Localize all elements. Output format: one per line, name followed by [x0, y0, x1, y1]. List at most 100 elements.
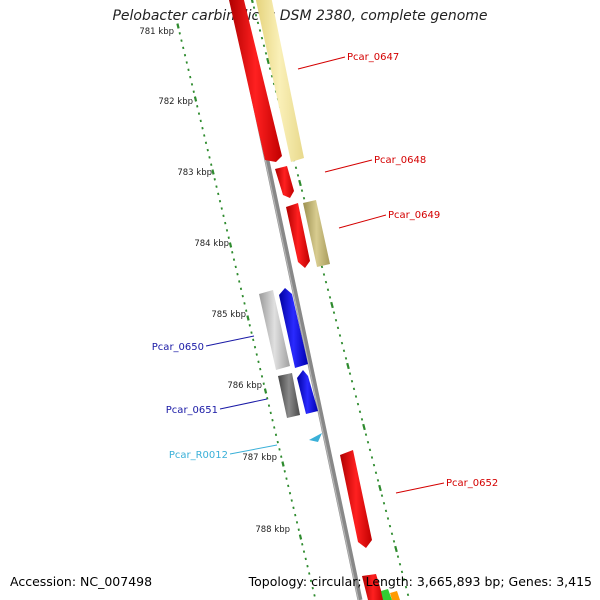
ruler-minor-tick [271, 418, 274, 422]
ruler-minor-tick [396, 555, 400, 558]
ruler-minor-tick [332, 311, 336, 314]
ruler-minor-tick [294, 513, 297, 517]
ruler-minor-tick [190, 83, 194, 86]
ruler-minor-tick [296, 174, 300, 177]
ruler-minor-tick [276, 440, 279, 444]
ruler-minor-tick [241, 294, 244, 298]
ruler-minor-tick [201, 126, 204, 130]
gene-label-pcar-0648[interactable]: Pcar_0648 [374, 155, 426, 166]
ruler-minor-tick [294, 166, 298, 170]
ruler-minor-tick [206, 148, 209, 152]
ruler-major-tick [362, 423, 366, 431]
gene-feature-pcar-0647[interactable] [229, 0, 282, 162]
ruler-major-tick [394, 545, 398, 553]
ruler-minor-tick [187, 68, 190, 72]
ruler-minor-tick [386, 517, 390, 520]
ruler-minor-tick [210, 163, 213, 166]
ruler-major-tick [298, 179, 302, 187]
gene-label-pcar-0649[interactable]: Pcar_0649 [388, 210, 440, 221]
ruler-minor-tick [180, 39, 183, 42]
ruler-minor-tick [248, 324, 251, 327]
ruler-major-tick [378, 484, 382, 492]
ruler-minor-tick [285, 477, 288, 480]
gene-feature-next-red[interactable] [362, 574, 384, 600]
ruler-minor-tick [238, 280, 241, 283]
ruler-minor-tick [350, 379, 354, 383]
ruler-ticks-left [176, 23, 316, 597]
ruler-major-tick [266, 57, 270, 65]
gene-label-pcar-0650[interactable]: Pcar_0650 [152, 342, 204, 353]
ruler-minor-tick [354, 395, 358, 398]
ruler-minor-tick [392, 540, 396, 543]
gene-feature-pcar-0649-olive[interactable] [303, 200, 330, 267]
gene-feature-pcar-0651[interactable] [297, 370, 318, 414]
ruler-minor-tick [252, 6, 256, 9]
ruler-minor-tick [267, 404, 271, 407]
ruler-minor-tick [376, 479, 380, 482]
ruler-minor-tick [320, 265, 324, 269]
gene-feature-pcar-0649[interactable] [286, 203, 310, 268]
ruler-minor-tick [264, 52, 268, 55]
ruler-minor-tick [292, 506, 295, 510]
ruler-minor-tick [313, 594, 316, 597]
ruler-minor-tick [182, 46, 185, 50]
ruler-minor-tick [208, 156, 211, 159]
ruler-minor-tick [270, 74, 274, 78]
gene-feature-pcar-0650-grey[interactable] [259, 290, 290, 370]
gene-feature-pcar-0647-pale[interactable] [255, 0, 304, 162]
ruler-minor-tick [300, 189, 304, 192]
ruler-minor-tick [402, 578, 406, 581]
gene-feature-pcar-0652[interactable] [340, 450, 372, 548]
ruler-minor-tick [380, 494, 384, 497]
ruler-minor-tick [370, 456, 374, 459]
gene-label-pcar-r0012[interactable]: Pcar_R0012 [169, 450, 228, 461]
ruler-minor-tick [250, 331, 253, 334]
ruler-minor-tick [356, 402, 360, 406]
gene-label-pcar-0652[interactable]: Pcar_0652 [446, 478, 498, 489]
ruler-major-tick [246, 315, 250, 321]
ruler-minor-tick [360, 418, 364, 421]
ruler-minor-tick [253, 345, 257, 349]
ruler-minor-tick [215, 185, 218, 188]
ruler-minor-tick [274, 433, 278, 437]
ruler-minor-tick [328, 296, 332, 299]
kbp-label-784: 784 kbp [194, 239, 229, 249]
gene-feature-pcar-0650[interactable] [279, 288, 308, 368]
rna-feature-pcar-r0012[interactable] [309, 433, 322, 442]
gene-feature-next-green[interactable] [381, 589, 392, 600]
kbp-label-781: 781 kbp [139, 27, 174, 37]
gene-feature-next-orange[interactable] [390, 591, 400, 600]
gene-label-pcar-0647[interactable]: Pcar_0647 [347, 52, 399, 63]
ruler-minor-tick [308, 572, 311, 575]
ruler-minor-tick [372, 463, 376, 467]
ruler-minor-tick [217, 192, 220, 196]
ruler-minor-tick [280, 455, 283, 458]
ruler-minor-tick [336, 326, 340, 330]
ruler-minor-tick [243, 302, 246, 305]
ruler-minor-tick [334, 318, 338, 322]
ruler-minor-tick [262, 44, 266, 48]
ruler-minor-tick [268, 67, 272, 70]
ruler-minor-tick [344, 357, 348, 360]
ruler-minor-tick [257, 360, 260, 364]
ruler-minor-tick [304, 557, 307, 561]
ruler-major-tick [228, 242, 233, 248]
ruler-minor-tick [342, 349, 346, 353]
ruler-minor-tick [374, 471, 378, 475]
ruler-minor-tick [348, 372, 352, 375]
ruler-minor-tick [239, 287, 243, 291]
ruler-minor-tick [189, 75, 192, 79]
gene-feature-pcar-0648[interactable] [275, 166, 294, 198]
ruler-minor-tick [183, 53, 187, 57]
ruler-minor-tick [338, 334, 342, 337]
gene-feature-pcar-0651-dark[interactable] [278, 373, 300, 418]
ruler-minor-tick [384, 509, 388, 513]
ruler-minor-tick [218, 199, 222, 203]
ruler-minor-tick [287, 484, 290, 488]
ruler-minor-tick [260, 36, 264, 40]
ruler-minor-tick [311, 586, 314, 590]
ruler-minor-tick [266, 397, 269, 400]
ruler-minor-tick [269, 411, 272, 415]
ruler-minor-tick [256, 21, 260, 25]
gene-label-pcar-0651[interactable]: Pcar_0651 [166, 405, 218, 416]
